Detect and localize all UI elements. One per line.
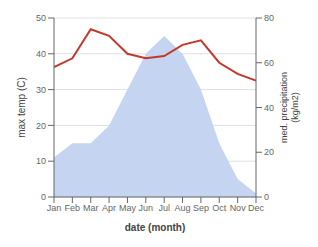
- svg-text:Jul: Jul: [158, 203, 170, 213]
- svg-text:Jun: Jun: [139, 203, 154, 213]
- svg-text:20: 20: [264, 147, 274, 157]
- svg-text:30: 30: [36, 85, 46, 95]
- svg-text:May: May: [119, 203, 137, 213]
- svg-text:Mar: Mar: [83, 203, 99, 213]
- svg-text:10: 10: [36, 156, 46, 166]
- svg-text:Sep: Sep: [193, 203, 209, 213]
- svg-text:Oct: Oct: [212, 203, 227, 213]
- svg-text:Jan: Jan: [47, 203, 62, 213]
- svg-text:40: 40: [264, 103, 274, 113]
- svg-text:med. precipitation(kg/m2): med. precipitation(kg/m2): [279, 72, 300, 143]
- svg-text:date (month): date (month): [125, 222, 186, 233]
- svg-text:Nov: Nov: [230, 203, 247, 213]
- svg-text:Aug: Aug: [175, 203, 191, 213]
- svg-text:60: 60: [264, 58, 274, 68]
- svg-text:50: 50: [36, 13, 46, 23]
- svg-text:Feb: Feb: [65, 203, 81, 213]
- svg-text:80: 80: [264, 13, 274, 23]
- svg-text:Apr: Apr: [102, 203, 116, 213]
- svg-text:0: 0: [264, 192, 269, 202]
- svg-text:40: 40: [36, 49, 46, 59]
- svg-text:max temp (C): max temp (C): [16, 77, 27, 138]
- svg-text:Dec: Dec: [248, 203, 265, 213]
- svg-text:0: 0: [41, 192, 46, 202]
- svg-text:20: 20: [36, 121, 46, 131]
